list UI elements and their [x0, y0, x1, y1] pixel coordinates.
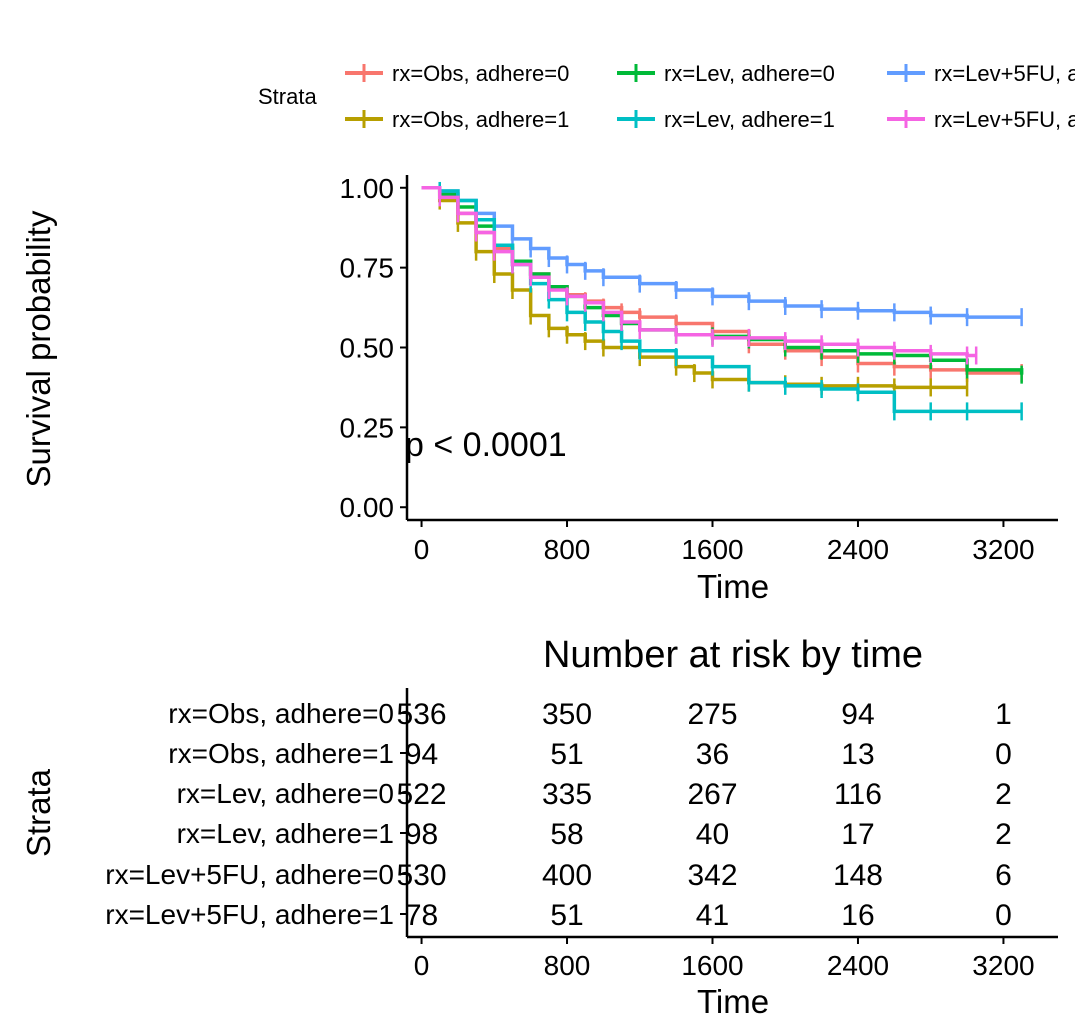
risk-cell: 350: [542, 698, 592, 731]
legend-item: rx=Lev+5FU, adhere=1: [887, 107, 1075, 132]
risk-x-tick-label: 3200: [972, 950, 1034, 981]
y-tick-label: 0.50: [340, 333, 395, 364]
survival-curve: [421, 186, 1022, 414]
risk-cell: 335: [542, 778, 592, 811]
risk-row-label: rx=Lev, adhere=0: [177, 778, 394, 809]
risk-cell: 275: [687, 698, 737, 731]
risk-cell: 94: [841, 698, 874, 731]
risk-cell: 58: [550, 818, 583, 851]
risk-table-title: Number at risk by time: [543, 634, 923, 676]
risk-row: 78 51 41 16 0: [405, 899, 1012, 932]
survival-curve: [421, 186, 1022, 319]
legend-item: rx=Lev, adhere=1: [617, 107, 835, 132]
legend-item: rx=Lev, adhere=0: [617, 61, 835, 86]
risk-cell: 94: [405, 738, 438, 771]
survival-x-axis-title: Time: [697, 568, 769, 605]
p-value-label: p < 0.0001: [405, 426, 567, 464]
x-tick-label: 3200: [972, 534, 1034, 565]
risk-cell: 13: [841, 738, 874, 771]
legend-item: rx=Obs, adhere=0: [345, 61, 569, 86]
risk-cell: 267: [687, 778, 737, 811]
survival-axes: 0.00 0.25 0.50 0.75 1.00 0 800 1600 2400 3200: [340, 173, 1058, 565]
risk-cell: 16: [841, 899, 874, 932]
risk-cell: 536: [397, 698, 447, 731]
legend-item: rx=Obs, adhere=1: [345, 107, 569, 132]
risk-row-label: rx=Obs, adhere=0: [168, 698, 394, 729]
legend-items: rx=Obs, adhere=0 rx=Lev, adhere=0 rx=Lev+5…: [345, 61, 1075, 132]
risk-row: 98 58 40 17 2: [405, 818, 1012, 851]
risk-cell: 36: [696, 738, 729, 771]
risk-row-label: rx=Lev, adhere=1: [177, 818, 394, 849]
legend-label: rx=Lev+5FU, adhere=0: [934, 61, 1075, 86]
risk-row: 94 51 36 13 0: [405, 738, 1012, 771]
risk-x-tick-label: 800: [544, 950, 591, 981]
legend-title: Strata: [258, 84, 317, 109]
risk-cell: 51: [550, 738, 583, 771]
risk-cell: 2: [995, 778, 1012, 811]
risk-x-tick-label: 0: [414, 950, 430, 981]
legend-label: rx=Obs, adhere=0: [392, 61, 569, 86]
risk-cell: 17: [841, 818, 874, 851]
risk-row-label: rx=Lev+5FU, adhere=0: [105, 859, 394, 890]
y-tick-label: 1.00: [340, 173, 395, 204]
risk-table-y-axis-title: Strata: [20, 768, 57, 857]
risk-table: Number at risk by time 0 800 1600 2400 3200r…: [20, 634, 1058, 1020]
risk-row: 522 335 267 116 2: [397, 778, 1012, 811]
risk-cell: 6: [995, 859, 1012, 892]
risk-row-label: rx=Obs, adhere=1: [168, 738, 394, 769]
risk-cell: 342: [687, 859, 737, 892]
survival-plot: 0.00 0.25 0.50 0.75 1.00 0 800 1600 2400 3200 p <…: [20, 173, 1058, 605]
y-tick-label: 0.25: [340, 412, 395, 443]
x-tick-label: 800: [544, 534, 591, 565]
y-tick-label: 0.00: [340, 492, 395, 523]
legend-label: rx=Lev, adhere=0: [664, 61, 835, 86]
risk-cell: 530: [397, 859, 447, 892]
risk-cell: 148: [833, 859, 883, 892]
survival-curves: [421, 181, 1024, 421]
x-tick-label: 0: [414, 534, 430, 565]
x-tick-label: 2400: [827, 534, 889, 565]
survival-series: [421, 186, 978, 365]
risk-x-tick-label: 2400: [827, 950, 889, 981]
risk-table-cells: 536 350 275 94 1 94 51 36 13 0 522 335 267 116 2 98 58 40…: [397, 698, 1012, 932]
legend-item: rx=Lev+5FU, adhere=0: [887, 61, 1075, 86]
risk-cell: 0: [995, 738, 1012, 771]
risk-row: 536 350 275 94 1: [397, 698, 1012, 731]
legend: Strata rx=Obs, adhere=0 rx=Lev, adhere=0 r…: [258, 61, 1075, 132]
risk-cell: 522: [397, 778, 447, 811]
risk-cell: 41: [696, 899, 729, 932]
risk-cell: 98: [405, 818, 438, 851]
legend-label: rx=Lev, adhere=1: [664, 107, 835, 132]
risk-cell: 78: [405, 899, 438, 932]
risk-cell: 2: [995, 818, 1012, 851]
risk-cell: 400: [542, 859, 592, 892]
survival-y-axis-title: Survival probability: [20, 210, 57, 487]
risk-cell: 0: [995, 899, 1012, 932]
y-tick-label: 0.75: [340, 253, 395, 284]
risk-cell: 116: [834, 778, 882, 811]
legend-label: rx=Lev+5FU, adhere=1: [934, 107, 1075, 132]
risk-x-tick-label: 1600: [681, 950, 743, 981]
risk-cell: 51: [550, 899, 583, 932]
x-tick-label: 1600: [681, 534, 743, 565]
risk-table-x-axis-title: Time: [697, 983, 769, 1020]
risk-cell: 40: [696, 818, 729, 851]
risk-cell: 1: [995, 698, 1012, 731]
legend-label: rx=Obs, adhere=1: [392, 107, 569, 132]
survival-curve: [421, 186, 977, 358]
risk-row-label: rx=Lev+5FU, adhere=1: [105, 899, 394, 930]
risk-row: 530 400 342 148 6: [397, 859, 1012, 892]
